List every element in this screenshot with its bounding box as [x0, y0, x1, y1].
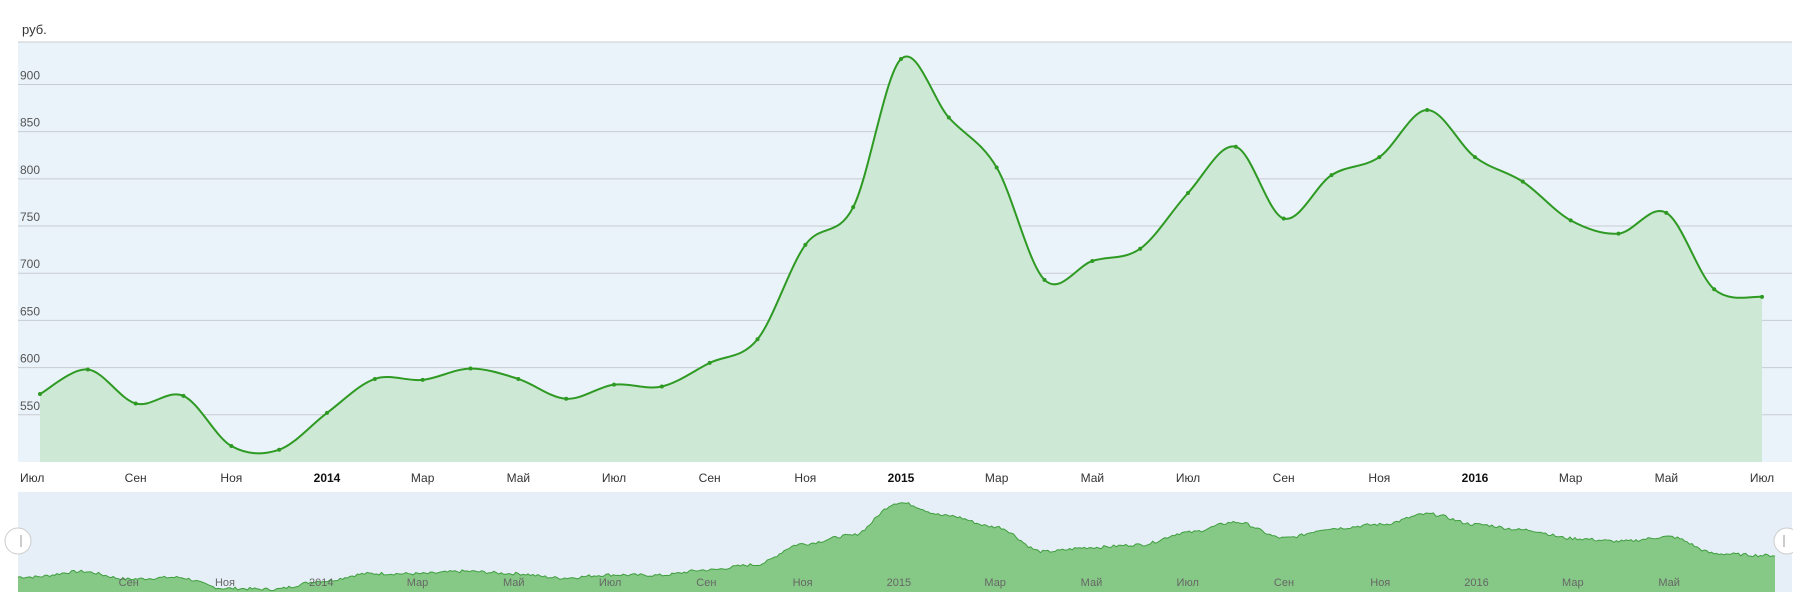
navigator-tick-label: Мар — [984, 577, 1006, 589]
data-point — [851, 205, 856, 210]
data-point — [325, 410, 329, 415]
data-point — [85, 367, 90, 372]
y-axis-unit-label: руб. — [22, 22, 47, 37]
data-point — [946, 115, 951, 120]
data-point — [420, 377, 425, 382]
y-tick-label: 550 — [20, 399, 40, 413]
y-tick-label: 900 — [20, 68, 40, 82]
data-point — [1186, 191, 1190, 196]
x-tick-label: Мар — [985, 471, 1009, 485]
y-tick-label: 700 — [20, 257, 40, 271]
navigator-area-fill — [18, 502, 1775, 592]
x-tick-label: Май — [1081, 471, 1105, 485]
data-point — [1568, 218, 1573, 223]
data-point — [803, 242, 808, 247]
data-point — [564, 396, 569, 401]
x-tick-label: Ноя — [220, 471, 242, 485]
series-line — [39, 55, 1763, 455]
data-point — [659, 384, 664, 389]
navigator-tick-label: 2016 — [1464, 577, 1488, 589]
data-point — [1712, 287, 1717, 292]
navigator-tick-label: Май — [1081, 577, 1103, 589]
data-point — [707, 360, 712, 365]
y-axis: 550 600 650 700 750 800 850 900 — [20, 68, 40, 412]
data-point — [181, 393, 186, 398]
x-tick-label: Май — [507, 471, 531, 485]
data-point — [468, 366, 473, 371]
navigator-tick-label: Ноя — [1370, 577, 1390, 589]
series-points — [38, 56, 1764, 452]
x-tick-label: Сен — [125, 471, 147, 485]
series-area — [39, 55, 1763, 463]
data-point — [994, 165, 999, 170]
data-point — [133, 401, 138, 406]
navigator-tick-label: Июл — [1177, 577, 1199, 589]
navigator-tick-label: Ноя — [215, 577, 235, 589]
navigator-right-handle[interactable] — [1773, 527, 1793, 555]
data-point — [1090, 258, 1095, 263]
y-tick-label: 800 — [20, 163, 40, 177]
series-area-fill — [40, 56, 1762, 463]
navigator[interactable]: Сен Ноя 2014 Мар Май Июл Сен Ноя 2015 Мар Май Июл Се… — [4, 492, 1793, 592]
navigator-tick-label: Июл — [599, 577, 621, 589]
y-tick-label: 850 — [20, 116, 40, 130]
navigator-area — [17, 502, 1776, 592]
data-point — [1233, 144, 1238, 149]
navigator-tick-label: Сен — [1274, 577, 1294, 589]
data-point — [372, 376, 377, 381]
data-point — [1664, 210, 1669, 215]
navigator-tick-label: 2015 — [887, 577, 911, 589]
data-point — [277, 447, 282, 452]
x-tick-label: Мар — [411, 471, 435, 485]
navigator-tick-label: Мар — [1562, 577, 1584, 589]
data-point — [1377, 155, 1382, 160]
navigator-left-handle[interactable] — [4, 527, 32, 555]
y-tick-label: 650 — [20, 304, 40, 318]
x-tick-label: Июл — [1176, 471, 1200, 485]
x-tick-label: 2016 — [1462, 471, 1489, 485]
data-point — [1138, 246, 1143, 251]
data-point — [1425, 107, 1430, 112]
navigator-x-axis: Сен Ноя 2014 Мар Май Июл Сен Ноя 2015 Мар Май Июл Се… — [119, 577, 1680, 589]
data-point — [1616, 231, 1621, 236]
x-tick-label: Сен — [1273, 471, 1295, 485]
x-tick-label: Мар — [1559, 471, 1583, 485]
data-point — [229, 443, 234, 448]
x-tick-label: 2014 — [314, 471, 341, 485]
data-point — [1042, 277, 1047, 282]
navigator-tick-label: 2014 — [309, 577, 333, 589]
navigator-line — [17, 502, 1776, 592]
x-axis: Июл Сен Ноя 2014 Мар Май Июл Сен Ноя 2015 Мар Май Ию… — [20, 471, 1774, 485]
navigator-tick-label: Май — [1658, 577, 1680, 589]
data-point — [1281, 216, 1286, 221]
x-tick-label: Ноя — [794, 471, 816, 485]
x-tick-label: Июл — [1750, 471, 1774, 485]
navigator-tick-label: Ноя — [793, 577, 813, 589]
x-tick-label: Июл — [20, 471, 44, 485]
data-point — [516, 376, 521, 381]
data-point — [612, 382, 616, 387]
navigator-tick-label: Сен — [119, 577, 139, 589]
navigator-tick-label: Сен — [696, 577, 716, 589]
data-point — [899, 56, 903, 61]
x-tick-label: Сен — [699, 471, 721, 485]
x-tick-label: Май — [1655, 471, 1679, 485]
x-tick-label: Ноя — [1368, 471, 1390, 485]
data-point — [1329, 173, 1334, 178]
navigator-tick-label: Май — [503, 577, 525, 589]
data-point — [755, 337, 760, 342]
x-tick-label: Июл — [602, 471, 626, 485]
data-point — [1473, 155, 1477, 160]
data-point — [38, 392, 42, 397]
data-point — [1760, 294, 1764, 299]
navigator-tick-label: Мар — [407, 577, 429, 589]
x-tick-label: 2015 — [888, 471, 915, 485]
y-tick-label: 750 — [20, 210, 40, 224]
data-point — [1520, 179, 1525, 184]
y-tick-label: 600 — [20, 352, 40, 366]
